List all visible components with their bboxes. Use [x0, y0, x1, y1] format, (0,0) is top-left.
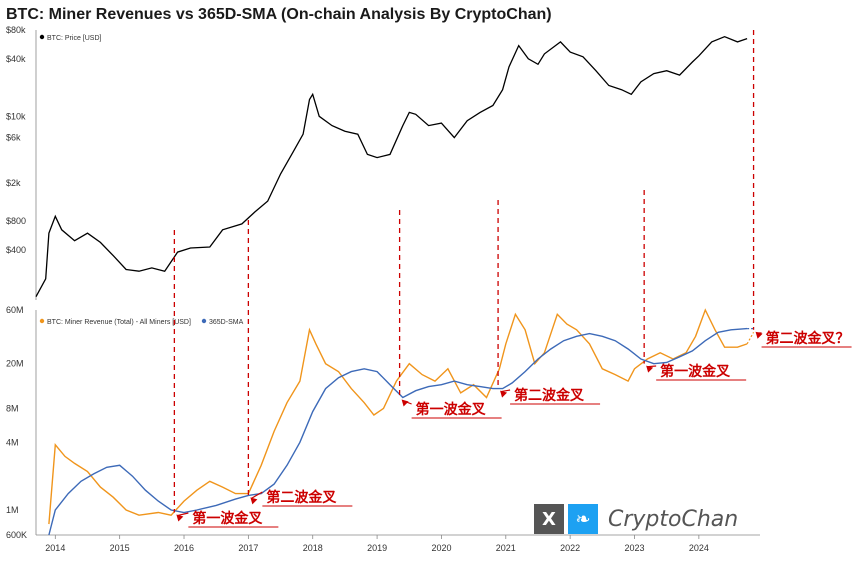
crossover-arrowhead [176, 514, 184, 522]
axes-layer: $80k $40k $10k $6k $2k $800 $400 60M 20M 8M 4M 1M 60… [6, 25, 760, 553]
price-y-tick-label: $400 [6, 245, 26, 255]
price-y-tick-label: $6k [6, 133, 21, 143]
revenue-legend-label: BTC: Miner Revenue (Total) - All Miners … [47, 319, 191, 326]
revenue-line [48, 308, 748, 525]
crossover-label: 第一波金叉 [192, 510, 263, 527]
price-y-tick-label: $2k [6, 178, 21, 188]
revenue-legend-marker [39, 318, 45, 324]
sma-legend-label: 365D-SMA [209, 319, 244, 326]
revenue-y-tick-label: 20M [6, 359, 24, 369]
crossover-label: 第二波金叉？ [766, 330, 850, 347]
x-tick-label: 2021 [496, 543, 516, 553]
x-tick-label: 2019 [367, 543, 387, 553]
sma-line [48, 327, 748, 536]
watermark-logo: X ❧ CryptoChan [534, 503, 738, 535]
crossover-arrowhead [401, 399, 409, 407]
x-tick-label: 2024 [689, 543, 709, 553]
price-y-tick-label: $80k [6, 25, 26, 35]
crossover-arrowhead [250, 497, 258, 505]
price-y-tick-label: $10k [6, 111, 26, 121]
crossover-label: 第二波金叉 [514, 387, 585, 404]
price-y-tick-label: $800 [6, 216, 26, 226]
crossover-arrowhead [646, 365, 654, 373]
sma-legend-marker [201, 318, 207, 324]
revenue-panel: BTC: Miner Revenue (Total) - All Miners … [39, 308, 755, 536]
crossover-label: 第二波金叉 [266, 489, 337, 506]
crossover-arrowhead [500, 390, 508, 398]
price-y-tick-label: $40k [6, 54, 26, 64]
chart-title: BTC: Miner Revenues vs 365D-SMA (On-chai… [6, 6, 552, 23]
x-icon: X [534, 504, 564, 534]
x-tick-label: 2016 [174, 543, 194, 553]
crossover-label: 第一波金叉 [416, 401, 487, 418]
price-legend-marker [39, 34, 45, 40]
price-legend-label: BTC: Price [USD] [47, 35, 102, 42]
revenue-y-tick-label: 60M [6, 305, 24, 315]
x-tick-label: 2017 [238, 543, 258, 553]
revenue-y-tick-label: 4M [6, 437, 19, 447]
revenue-y-tick-label: 8M [6, 403, 19, 413]
crossover-arrow [177, 512, 189, 517]
watermark-text: CryptoChan [608, 506, 739, 532]
twitter-bird-icon: ❧ [568, 504, 598, 534]
crossover-arrow [251, 491, 263, 499]
revenue-extension [746, 332, 755, 345]
x-tick-label: 2023 [625, 543, 645, 553]
revenue-y-tick-label: 600K [6, 530, 27, 540]
price-line [35, 35, 748, 298]
crossover-arrowhead [755, 331, 763, 339]
x-tick-label: 2018 [303, 543, 323, 553]
price-panel: BTC: Price [USD] [35, 34, 748, 298]
x-tick-label: 2020 [431, 543, 451, 553]
x-tick-label: 2014 [45, 543, 65, 553]
crossover-label: 第一波金叉 [660, 363, 731, 380]
x-tick-label: 2022 [560, 543, 580, 553]
x-tick-label: 2015 [110, 543, 130, 553]
revenue-y-tick-label: 1M [6, 505, 19, 515]
